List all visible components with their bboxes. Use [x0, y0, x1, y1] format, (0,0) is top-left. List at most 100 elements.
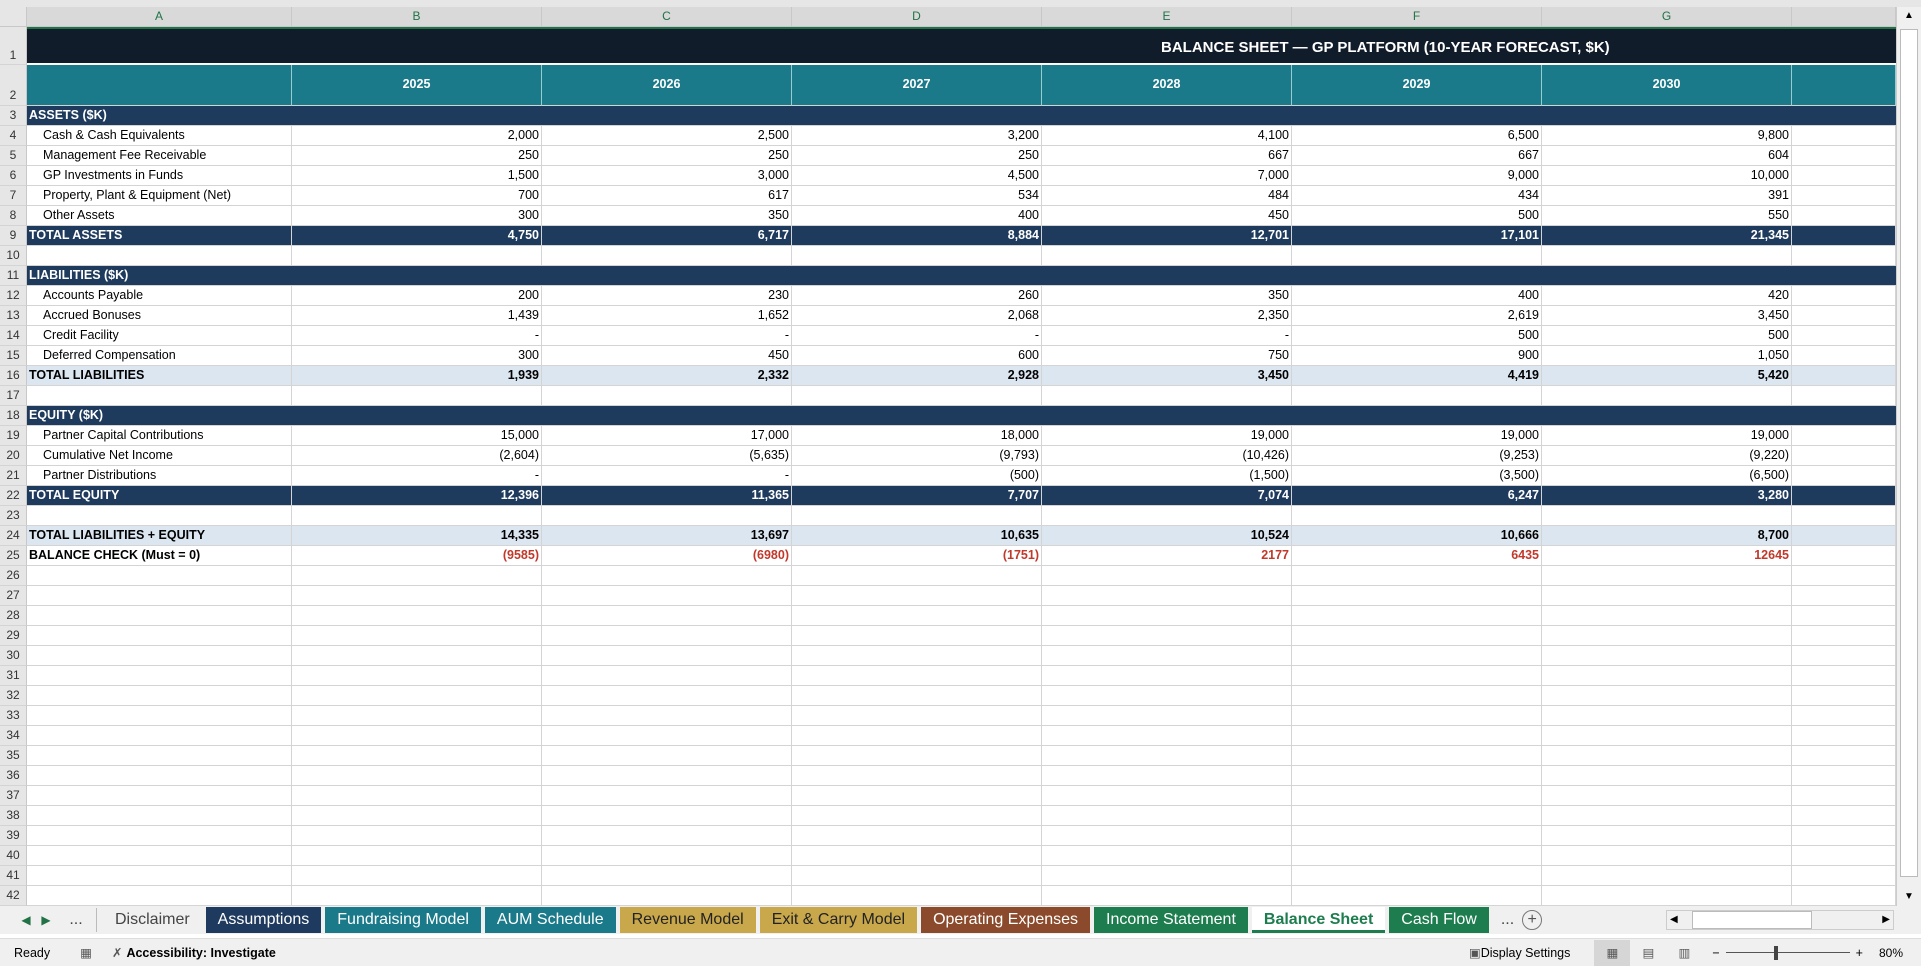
row-number[interactable]: 34: [0, 726, 27, 746]
cell[interactable]: [1792, 166, 1896, 186]
row-label[interactable]: [27, 386, 292, 406]
scroll-up-icon[interactable]: ▲: [1904, 10, 1914, 21]
cell[interactable]: [27, 786, 292, 806]
cell[interactable]: [792, 666, 1042, 686]
value-cell[interactable]: 1,439: [292, 306, 542, 326]
cell[interactable]: [1042, 586, 1292, 606]
value-cell[interactable]: [1042, 406, 1292, 426]
value-cell[interactable]: 4,500: [792, 166, 1042, 186]
cell[interactable]: [1042, 566, 1292, 586]
cell[interactable]: [1292, 626, 1542, 646]
sheet-tab[interactable]: Balance Sheet: [1251, 907, 1386, 933]
page-layout-view-icon[interactable]: ▤: [1642, 945, 1655, 960]
sheet-tab[interactable]: Cash Flow: [1389, 907, 1489, 933]
value-cell[interactable]: [542, 406, 792, 426]
cell[interactable]: [1042, 746, 1292, 766]
value-cell[interactable]: 6,500: [1292, 126, 1542, 146]
row-number[interactable]: 30: [0, 646, 27, 666]
value-cell[interactable]: 3,200: [792, 126, 1042, 146]
cell[interactable]: [1292, 646, 1542, 666]
row-label[interactable]: BALANCE CHECK (Must = 0): [27, 546, 292, 566]
sheet-tab[interactable]: Operating Expenses: [921, 907, 1091, 933]
cell[interactable]: [1792, 126, 1896, 146]
row-number[interactable]: 41: [0, 866, 27, 886]
value-cell[interactable]: [792, 506, 1042, 526]
cell[interactable]: [27, 866, 292, 886]
value-cell[interactable]: 19,000: [1292, 426, 1542, 446]
cell[interactable]: [792, 586, 1042, 606]
row-label[interactable]: TOTAL EQUITY: [27, 486, 292, 506]
row-label[interactable]: TOTAL LIABILITIES + EQUITY: [27, 526, 292, 546]
value-cell[interactable]: 617: [542, 186, 792, 206]
value-cell[interactable]: 700: [292, 186, 542, 206]
value-cell[interactable]: 604: [1542, 146, 1792, 166]
value-cell[interactable]: 3,450: [1542, 306, 1792, 326]
row-number[interactable]: 26: [0, 566, 27, 586]
scroll-down-icon[interactable]: ▼: [1904, 891, 1914, 902]
cell[interactable]: [1792, 686, 1896, 706]
value-cell[interactable]: 2,350: [1042, 306, 1292, 326]
cell[interactable]: [292, 786, 542, 806]
value-cell[interactable]: (6,500): [1542, 466, 1792, 486]
cell[interactable]: [1042, 706, 1292, 726]
cell[interactable]: [792, 626, 1042, 646]
row-number[interactable]: 3: [0, 106, 27, 126]
value-cell[interactable]: (5,635): [542, 446, 792, 466]
display-settings-icon[interactable]: ▣: [1468, 946, 1481, 960]
value-cell[interactable]: 8,884: [792, 226, 1042, 246]
row-number[interactable]: 35: [0, 746, 27, 766]
value-cell[interactable]: 400: [1292, 286, 1542, 306]
cell[interactable]: [1042, 826, 1292, 846]
row-number[interactable]: 4: [0, 126, 27, 146]
zoom-out-button[interactable]: −: [1712, 945, 1720, 960]
cell[interactable]: [27, 646, 292, 666]
cell[interactable]: [792, 786, 1042, 806]
macro-icon[interactable]: ▦: [80, 946, 92, 960]
row-number[interactable]: 28: [0, 606, 27, 626]
cell[interactable]: [542, 766, 792, 786]
sheet-tab[interactable]: AUM Schedule: [484, 907, 616, 933]
cell[interactable]: [1792, 786, 1896, 806]
cell[interactable]: [292, 706, 542, 726]
value-cell[interactable]: 2,332: [542, 366, 792, 386]
year-header[interactable]: 2026: [542, 65, 792, 106]
cell[interactable]: [292, 866, 542, 886]
cell[interactable]: [27, 826, 292, 846]
cell[interactable]: [292, 766, 542, 786]
value-cell[interactable]: 667: [1292, 146, 1542, 166]
value-cell[interactable]: [1292, 266, 1542, 286]
row-number[interactable]: 36: [0, 766, 27, 786]
cell[interactable]: [27, 606, 292, 626]
cell[interactable]: [1542, 766, 1792, 786]
zoom-in-button[interactable]: +: [1855, 945, 1863, 960]
cell[interactable]: [1292, 826, 1542, 846]
value-cell[interactable]: 2177: [1042, 546, 1292, 566]
value-cell[interactable]: 500: [1542, 326, 1792, 346]
value-cell[interactable]: 450: [1042, 206, 1292, 226]
value-cell[interactable]: 19,000: [1042, 426, 1292, 446]
cell[interactable]: [1792, 646, 1896, 666]
row-number[interactable]: 23: [0, 506, 27, 526]
value-cell[interactable]: (9,793): [792, 446, 1042, 466]
cell[interactable]: [1792, 206, 1896, 226]
scroll-thumb[interactable]: [1691, 911, 1812, 929]
cell[interactable]: [1792, 886, 1896, 906]
row-number[interactable]: 15: [0, 346, 27, 366]
cell[interactable]: [1542, 886, 1792, 906]
value-cell[interactable]: 300: [292, 346, 542, 366]
row-number[interactable]: 7: [0, 186, 27, 206]
cell[interactable]: [542, 846, 792, 866]
cell[interactable]: [1792, 626, 1896, 646]
value-cell[interactable]: [1042, 246, 1292, 266]
value-cell[interactable]: 2,619: [1292, 306, 1542, 326]
value-cell[interactable]: 14,335: [292, 526, 542, 546]
value-cell[interactable]: 17,000: [542, 426, 792, 446]
row-number[interactable]: 21: [0, 466, 27, 486]
value-cell[interactable]: 550: [1542, 206, 1792, 226]
cell[interactable]: [292, 606, 542, 626]
column-header[interactable]: A: [27, 7, 292, 27]
row-label[interactable]: Management Fee Receivable: [27, 146, 292, 166]
value-cell[interactable]: [1542, 106, 1792, 126]
value-cell[interactable]: (10,426): [1042, 446, 1292, 466]
value-cell[interactable]: -: [542, 326, 792, 346]
